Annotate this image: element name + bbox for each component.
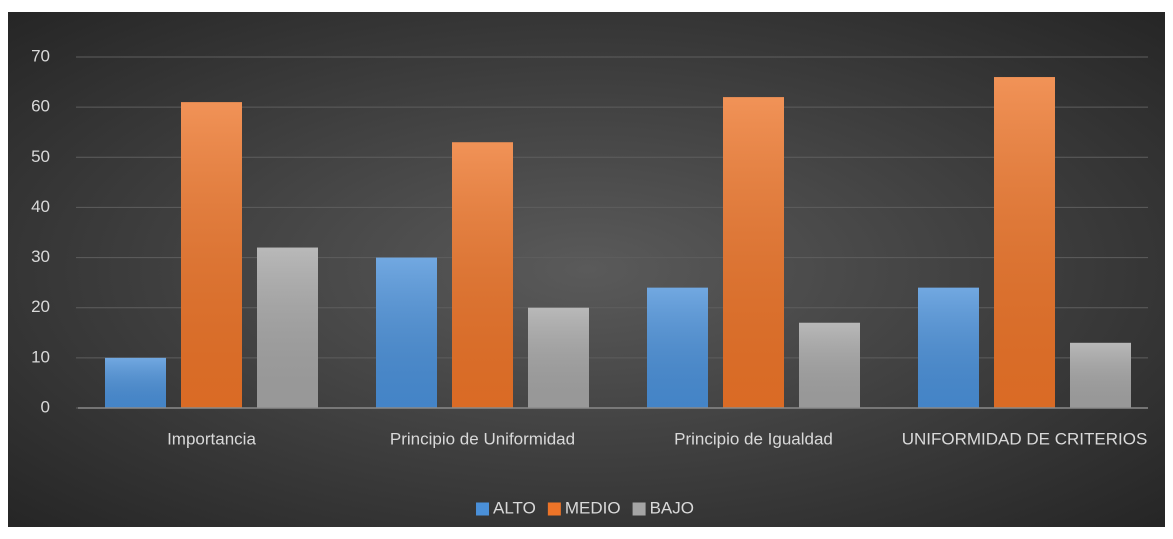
y-tick-label: 60 [31,97,50,116]
bar [105,357,166,408]
bar [799,322,860,408]
y-tick-label: 30 [31,247,50,266]
legend-swatch [476,502,490,516]
bar [181,102,242,408]
x-tick-label: Principio de Uniformidad [390,429,575,448]
bar [1070,342,1131,408]
bar [647,287,708,408]
bar [994,77,1055,409]
bar [376,257,437,408]
y-tick-label: 0 [41,397,50,416]
y-tick-label: 20 [31,297,50,316]
legend-label: BAJO [650,498,694,517]
legend-label: ALTO [493,498,536,517]
y-tick-label: 40 [31,197,50,216]
y-tick-label: 70 [31,46,50,65]
legend-label: MEDIO [565,498,621,517]
legend-swatch [632,502,646,516]
bar [723,97,784,408]
legend-swatch [547,502,561,516]
bar [257,247,318,408]
bar [528,307,589,408]
y-tick-label: 50 [31,147,50,166]
x-tick-label: Principio de Igualdad [674,429,833,448]
bar [918,287,979,408]
x-tick-label: UNIFORMIDAD DE CRITERIOS [902,429,1148,448]
x-tick-label: Importancia [167,429,256,448]
y-tick-label: 10 [31,347,50,366]
bar [452,142,513,408]
